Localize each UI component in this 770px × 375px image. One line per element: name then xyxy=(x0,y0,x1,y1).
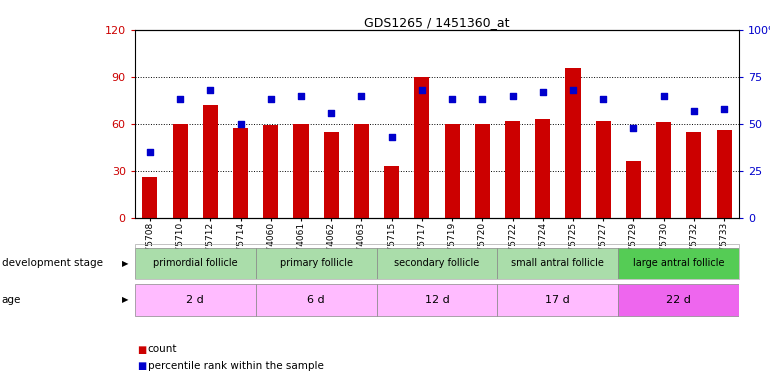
Bar xyxy=(142,177,157,218)
Text: small antral follicle: small antral follicle xyxy=(511,258,604,268)
Text: count: count xyxy=(148,345,177,354)
Bar xyxy=(414,77,430,218)
Point xyxy=(688,108,700,114)
Bar xyxy=(233,128,248,217)
Text: percentile rank within the sample: percentile rank within the sample xyxy=(148,361,323,370)
Point xyxy=(507,93,519,99)
Bar xyxy=(377,284,497,316)
Bar xyxy=(444,124,460,218)
Bar xyxy=(256,248,377,279)
Text: 17 d: 17 d xyxy=(545,295,571,305)
Bar xyxy=(172,124,188,218)
Point xyxy=(628,124,640,130)
Point xyxy=(144,149,156,155)
Point xyxy=(295,93,307,99)
Text: large antral follicle: large antral follicle xyxy=(633,258,725,268)
Point xyxy=(234,121,246,127)
Bar xyxy=(323,132,339,218)
Point xyxy=(325,110,337,116)
Bar xyxy=(263,125,278,218)
Point xyxy=(537,89,549,95)
Bar xyxy=(256,284,377,316)
Text: development stage: development stage xyxy=(2,258,102,268)
Bar xyxy=(618,248,739,279)
Bar xyxy=(535,119,551,218)
Text: ▶: ▶ xyxy=(122,259,128,268)
Point xyxy=(265,96,277,102)
Point xyxy=(386,134,398,140)
Point xyxy=(446,96,458,102)
Point xyxy=(416,87,428,93)
Bar xyxy=(377,248,497,279)
Point xyxy=(476,96,488,102)
Bar xyxy=(475,124,490,218)
Text: primary follicle: primary follicle xyxy=(280,258,353,268)
Bar xyxy=(354,124,369,218)
Bar xyxy=(626,161,641,218)
Text: ▶: ▶ xyxy=(122,296,128,304)
Point xyxy=(718,106,730,112)
Text: age: age xyxy=(2,295,21,305)
Bar xyxy=(717,130,731,218)
Text: ■: ■ xyxy=(137,345,146,354)
Text: 12 d: 12 d xyxy=(424,295,450,305)
Text: 22 d: 22 d xyxy=(666,295,691,305)
Bar xyxy=(497,284,618,316)
Text: 6 d: 6 d xyxy=(307,295,325,305)
Bar xyxy=(596,121,611,218)
Point xyxy=(204,87,216,93)
Text: ■: ■ xyxy=(137,361,146,370)
Bar xyxy=(686,132,701,218)
Bar xyxy=(293,124,309,218)
Point xyxy=(174,96,186,102)
Text: secondary follicle: secondary follicle xyxy=(394,258,480,268)
Bar xyxy=(618,284,739,316)
Text: primordial follicle: primordial follicle xyxy=(153,258,237,268)
Point xyxy=(567,87,579,93)
Bar xyxy=(135,248,256,279)
Bar xyxy=(384,166,399,218)
Point xyxy=(658,93,670,99)
Bar xyxy=(203,105,218,218)
Point xyxy=(355,93,367,99)
Bar xyxy=(497,248,618,279)
Text: 2 d: 2 d xyxy=(186,295,204,305)
Bar xyxy=(565,68,581,218)
Title: GDS1265 / 1451360_at: GDS1265 / 1451360_at xyxy=(364,16,510,29)
Bar xyxy=(135,284,256,316)
Bar xyxy=(656,122,671,218)
Bar xyxy=(505,121,520,218)
Point xyxy=(597,96,609,102)
